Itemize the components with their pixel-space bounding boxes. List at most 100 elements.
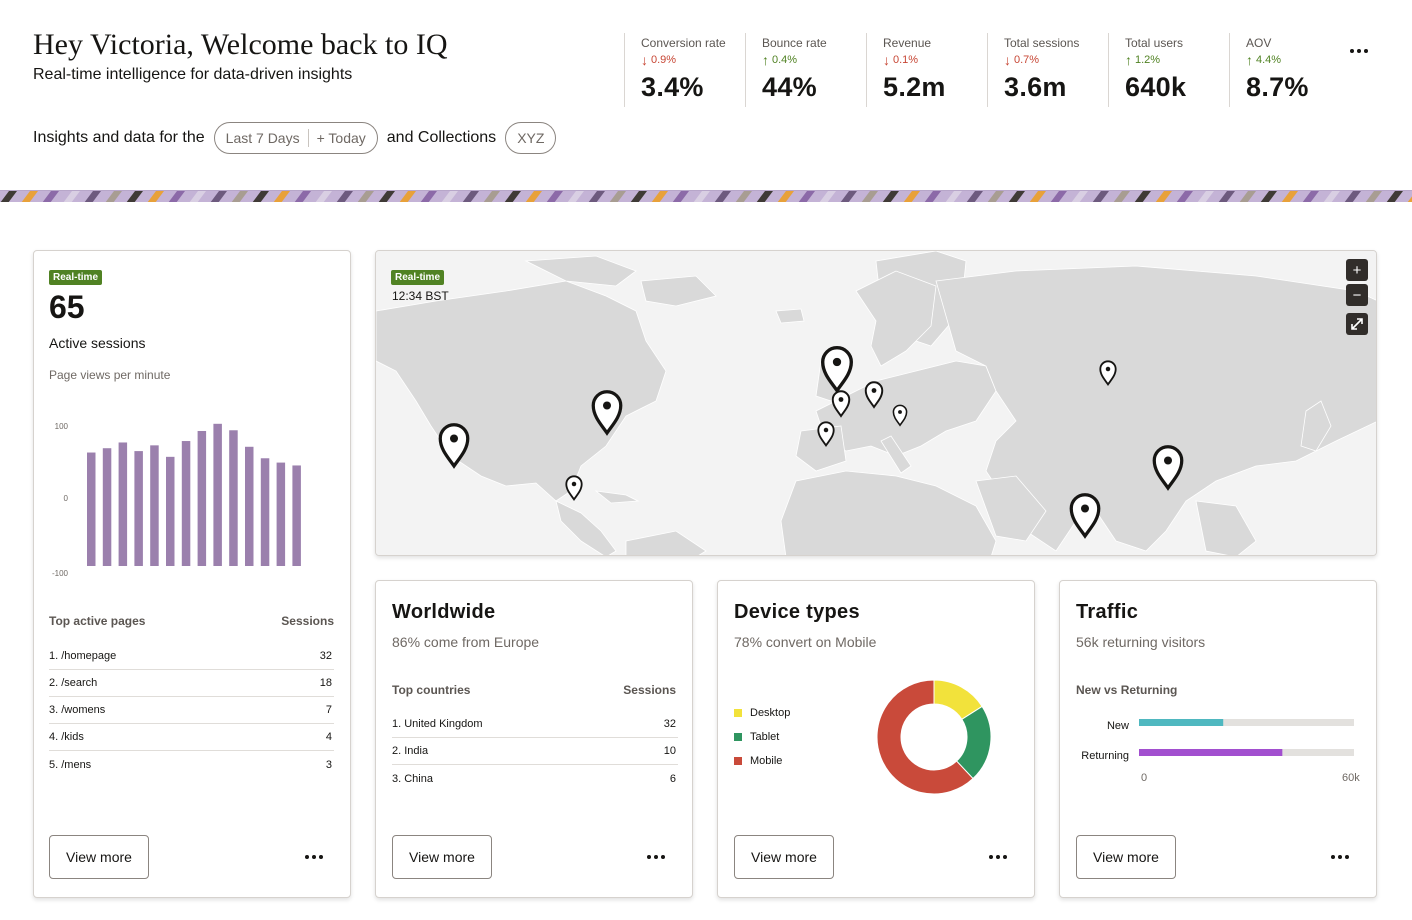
banner-stripe [840, 191, 857, 202]
donut-slice-mobile [876, 679, 974, 795]
map-pin-icon[interactable] [1069, 493, 1101, 539]
countries-column-header: Top countries [392, 683, 471, 697]
banner-stripe [399, 191, 416, 202]
zoom-in-button[interactable]: + [1346, 259, 1368, 281]
card-more-options-button[interactable] [301, 849, 327, 865]
list-item[interactable]: 2. /search 18 [49, 670, 334, 697]
more-dots-icon [1350, 49, 1368, 53]
device-donut-chart [876, 679, 992, 795]
card-title: Device types [734, 601, 860, 623]
card-more-options-button[interactable] [985, 849, 1011, 865]
list-item[interactable]: 4. /kids 4 [49, 724, 334, 751]
map-pin-icon[interactable] [821, 346, 853, 394]
map-pin-icon[interactable] [438, 423, 470, 469]
banner-stripe [567, 191, 584, 202]
map-pin-icon[interactable] [892, 404, 908, 427]
add-today-option[interactable]: + Today [316, 130, 366, 146]
map-pin-icon[interactable] [565, 475, 583, 502]
chart-bar [260, 458, 270, 566]
chart-bar [181, 441, 191, 566]
view-more-button[interactable]: View more [734, 835, 834, 879]
chart-bar [150, 445, 159, 566]
kpi-label: Bounce rate [762, 36, 827, 50]
date-range-value[interactable]: Last 7 Days [225, 130, 300, 146]
new-label: New [1106, 720, 1129, 732]
banner-stripe [1386, 191, 1403, 202]
banner-stripe [1344, 191, 1361, 202]
top-pages-list: 1. /homepage 32 2. /search 18 3. /womens 7 … [49, 643, 334, 778]
more-dots-icon [1331, 855, 1349, 859]
y-tick-label: 0 [64, 494, 69, 503]
pages-column-header: Top active pages [49, 614, 146, 628]
view-more-button[interactable]: View more [392, 835, 492, 879]
banner-stripe [21, 191, 38, 202]
banner-stripe [525, 191, 542, 202]
expand-map-button[interactable] [1346, 313, 1368, 335]
kpi-revenue: Revenue ↓ 0.1% 5.2m [866, 33, 987, 107]
banner-stripe [1218, 191, 1235, 202]
list-item[interactable]: 2. India 10 [392, 738, 678, 765]
kpi-change: ↑ 0.4% [762, 51, 798, 68]
map-pin-icon[interactable] [1152, 445, 1184, 491]
kpi-label: Total sessions [1004, 36, 1080, 50]
page-views-chart: 100 0 -100 [52, 422, 301, 578]
banner-stripe [903, 191, 920, 202]
map-pin-icon[interactable] [1099, 360, 1117, 387]
view-more-button[interactable]: View more [1076, 835, 1176, 879]
banner-stripe [1113, 191, 1130, 202]
list-item[interactable]: 3. China 6 [392, 772, 676, 785]
card-more-options-button[interactable] [1327, 849, 1353, 865]
chart-bar [87, 452, 96, 566]
y-tick-label: 100 [55, 422, 69, 431]
collection-value[interactable]: XYZ [517, 130, 545, 146]
list-item[interactable]: 1. United Kingdom 32 [392, 711, 678, 738]
kpi-value: 3.6m [1004, 72, 1067, 102]
banner-stripe [1050, 191, 1067, 202]
banner-stripe [210, 191, 227, 202]
map-pin-icon[interactable] [817, 421, 835, 448]
banner-stripe [756, 191, 773, 202]
map-pin-icon[interactable] [831, 390, 851, 418]
list-item[interactable]: 5. /mens 3 [49, 758, 332, 771]
banner-stripe [1407, 196, 1412, 202]
view-more-button[interactable]: View more [49, 835, 149, 879]
banner-stripe [105, 191, 122, 202]
arrow-up-icon: ↑ [1125, 51, 1132, 68]
date-range-selector[interactable]: Last 7 Days + Today [213, 122, 378, 154]
kpi-more-options-button[interactable] [1348, 40, 1370, 62]
zoom-out-button[interactable]: − [1346, 284, 1368, 306]
banner-stripe [147, 191, 164, 202]
card-more-options-button[interactable] [643, 849, 669, 865]
kpi-conversion-rate: Conversion rate ↓ 0.9% 3.4% [624, 33, 745, 107]
kpi-value: 640k [1125, 72, 1187, 102]
banner-stripe [231, 191, 248, 202]
legend-item-tablet: Tablet [734, 731, 779, 743]
traffic-bar-returning [1139, 749, 1283, 756]
kpi-strip: Conversion rate ↓ 0.9% 3.4% Bounce rate ↑… [624, 33, 1350, 107]
world-map[interactable] [376, 251, 1377, 556]
collections-prefix: and Collections [386, 129, 497, 146]
kpi-label: AOV [1246, 36, 1272, 50]
map-time: 12:34 BST [392, 289, 449, 303]
list-item[interactable]: 1. /homepage 32 [49, 643, 334, 670]
map-card: Real-time 12:34 BST + − [375, 250, 1377, 556]
map-pin-icon[interactable] [864, 381, 884, 409]
insights-prefix: Insights and data for the [33, 129, 205, 146]
banner-pattern [0, 191, 1412, 202]
banner-stripe [252, 191, 269, 202]
banner-stripe [1239, 191, 1256, 202]
banner-stripe [63, 191, 80, 202]
arrow-down-icon: ↓ [1004, 51, 1011, 68]
banner-stripe [672, 191, 689, 202]
banner-stripe [861, 191, 878, 202]
legend-swatch [734, 733, 742, 741]
collection-selector[interactable]: XYZ [505, 122, 557, 154]
kpi-value: 5.2m [883, 72, 946, 102]
banner-stripe [441, 191, 458, 202]
map-pin-icon[interactable] [591, 390, 623, 436]
list-item[interactable]: 3. /womens 7 [49, 697, 334, 724]
banner-stripe [693, 191, 710, 202]
kpi-bounce-rate: Bounce rate ↑ 0.4% 44% [745, 33, 866, 107]
banner-stripe [798, 191, 815, 202]
kpi-change: ↓ 0.1% [883, 51, 919, 68]
